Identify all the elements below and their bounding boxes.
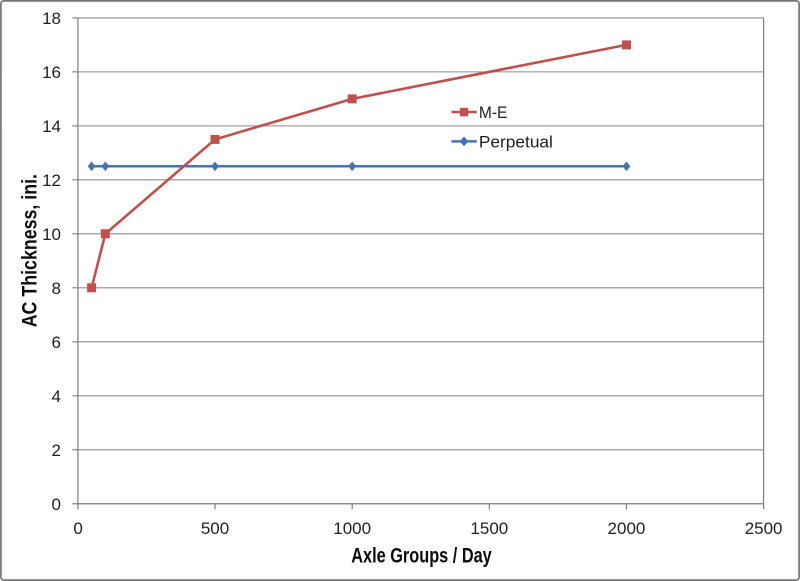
svg-text:16: 16 — [42, 63, 61, 82]
svg-text:8: 8 — [52, 279, 61, 298]
svg-text:0: 0 — [52, 495, 61, 514]
svg-text:2000: 2000 — [608, 519, 646, 538]
svg-text:12: 12 — [42, 171, 61, 190]
svg-text:M-E: M-E — [479, 103, 508, 122]
svg-text:0: 0 — [73, 519, 82, 538]
svg-text:4: 4 — [52, 387, 61, 406]
svg-text:14: 14 — [42, 117, 61, 136]
svg-text:18: 18 — [42, 9, 61, 28]
svg-text:AC Thickness, ini.: AC Thickness, ini. — [17, 174, 41, 327]
svg-text:500: 500 — [201, 519, 229, 538]
svg-text:6: 6 — [52, 333, 61, 352]
svg-text:2: 2 — [52, 441, 61, 460]
svg-text:1500: 1500 — [470, 519, 508, 538]
svg-text:2500: 2500 — [745, 519, 783, 538]
svg-text:1000: 1000 — [333, 519, 371, 538]
svg-text:Perpetual: Perpetual — [479, 132, 553, 151]
svg-text:Axle Groups / Day: Axle Groups / Day — [351, 543, 492, 567]
svg-text:10: 10 — [42, 225, 61, 244]
